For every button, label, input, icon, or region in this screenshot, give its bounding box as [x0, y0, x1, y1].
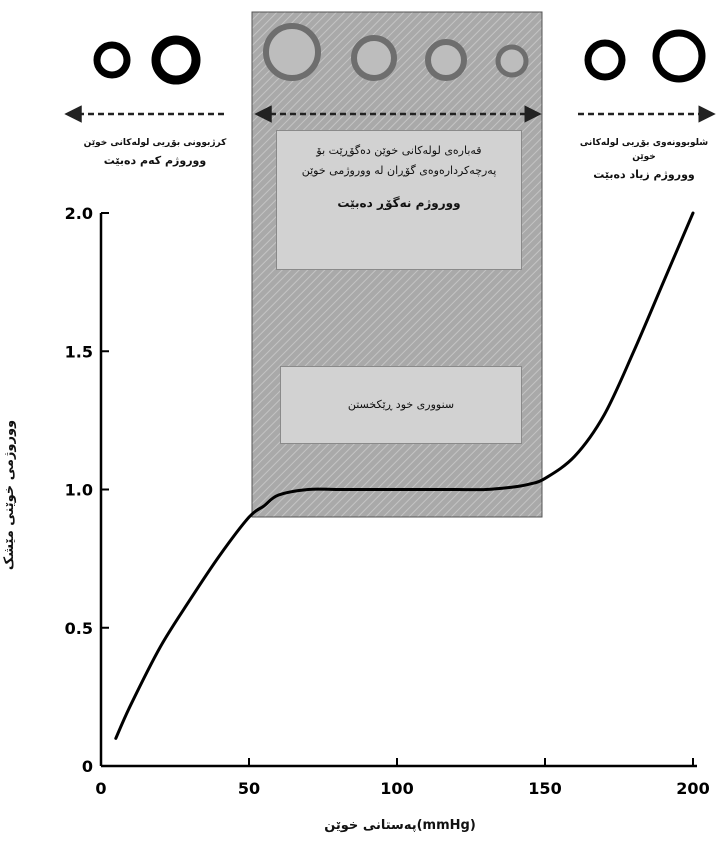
left-note: کرژبوونی بۆڕیی لولەکانی خوێن ووروژم کەم …: [70, 136, 240, 168]
left-note-text: کرژبوونی بۆڕیی لولەکانی خوێن: [83, 138, 227, 148]
y-axis-label: ووروژمی خوێنی مێشک: [2, 419, 17, 571]
series-line: [114, 211, 695, 740]
axes: 0 50 100 150 200 0 0.5 1.0 1.5 2.0: [65, 204, 710, 798]
vessel-ring-icon: [495, 44, 529, 78]
vessel-ring-icon: [93, 41, 131, 79]
x-tick-label: 0: [95, 779, 106, 798]
left-vessel-icons: [93, 35, 201, 85]
y-tick-label: 2.0: [65, 204, 93, 223]
vessel-ring-icon: [351, 35, 397, 81]
vessel-ring-icon: [263, 23, 321, 81]
x-tick-label: 150: [528, 779, 561, 798]
vessel-ring-icon: [652, 29, 706, 83]
vessel-ring-icon: [425, 39, 467, 81]
autoregulation-label: سنووری خود ڕێکخستن: [347, 398, 455, 411]
constant-flow-description: قەبارەی لولەکانی خوێن دەگۆڕێت بۆ پەرچەکر…: [301, 144, 497, 177]
right-note-title: ووروژم زیاد دەبێت: [593, 168, 695, 181]
constant-flow-box: قەبارەی لولەکانی خوێن دەگۆڕێت بۆ پەرچەکر…: [276, 130, 522, 270]
vessel-ring-icon: [584, 39, 626, 81]
y-tick-label: 1.0: [65, 481, 93, 500]
x-tick-label: 200: [676, 779, 709, 798]
right-vessel-icons: [584, 29, 706, 83]
right-note: شلوبوونەوی بۆڕیی لولەکانی خوێن ووروژم زی…: [574, 136, 714, 182]
x-tick-label: 50: [238, 779, 260, 798]
vessel-ring-icon: [151, 35, 201, 85]
left-note-title: ووروژم کەم دەبێت: [103, 154, 207, 167]
x-tick-label: 100: [380, 779, 413, 798]
center-vessel-icons: [263, 23, 529, 81]
y-tick-label: 1.5: [65, 342, 93, 361]
x-axis-label: پەستانی خوێن(mmHg): [324, 818, 476, 833]
constant-flow-title: ووروژم نەگۆڕ دەبێت: [337, 196, 461, 210]
y-tick-label: 0: [82, 757, 93, 776]
autoregulation-box: سنووری خود ڕێکخستن: [280, 366, 522, 444]
right-note-text: شلوبوونەوی بۆڕیی لولەکانی خوێن: [579, 138, 709, 162]
y-tick-label: 0.5: [65, 619, 93, 638]
